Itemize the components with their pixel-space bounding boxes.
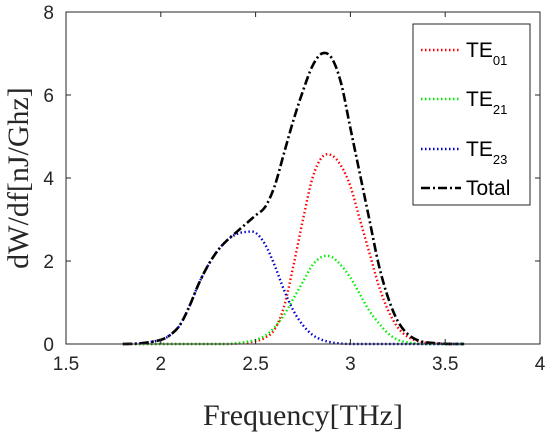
legend-label: TE01: [466, 39, 507, 68]
y-tick-label: 2: [43, 252, 54, 273]
legend-box: [412, 23, 531, 206]
x-tick-label: 4: [535, 354, 546, 375]
legend-label-base: TE: [466, 88, 493, 111]
y-tick-label: 4: [43, 169, 54, 190]
series-line-total: [122, 51, 465, 346]
legend-label: TE21: [466, 88, 507, 117]
x-tick-label: 1.5: [53, 354, 79, 375]
x-axis-label: Frequency[THz]: [203, 399, 403, 432]
y-tick-label: 0: [43, 335, 54, 356]
y-axis-label: dW/df[nJ/Ghz]: [2, 87, 35, 269]
y-tick-label: 6: [43, 86, 54, 107]
x-tick-label: 3.5: [432, 354, 458, 375]
axes: 1.5 2 2.5 3 3.5 4 0 2 4 6 8: [43, 3, 545, 375]
y-tick-label: 8: [43, 3, 54, 24]
legend-label-base: TE: [466, 138, 493, 161]
legend-label-subscript: 01: [493, 53, 507, 68]
legend-label-subscript: 23: [493, 152, 507, 167]
x-tick-label: 2: [156, 354, 167, 375]
legend-label-base: TE: [466, 39, 493, 62]
legend-label: TE23: [466, 138, 507, 167]
x-tick-label: 2.5: [242, 354, 268, 375]
x-tick-label: 3: [345, 354, 356, 375]
legend-label: Total: [466, 177, 510, 200]
legend-label-subscript: 21: [493, 102, 507, 117]
legend-label-base: Total: [466, 177, 510, 200]
